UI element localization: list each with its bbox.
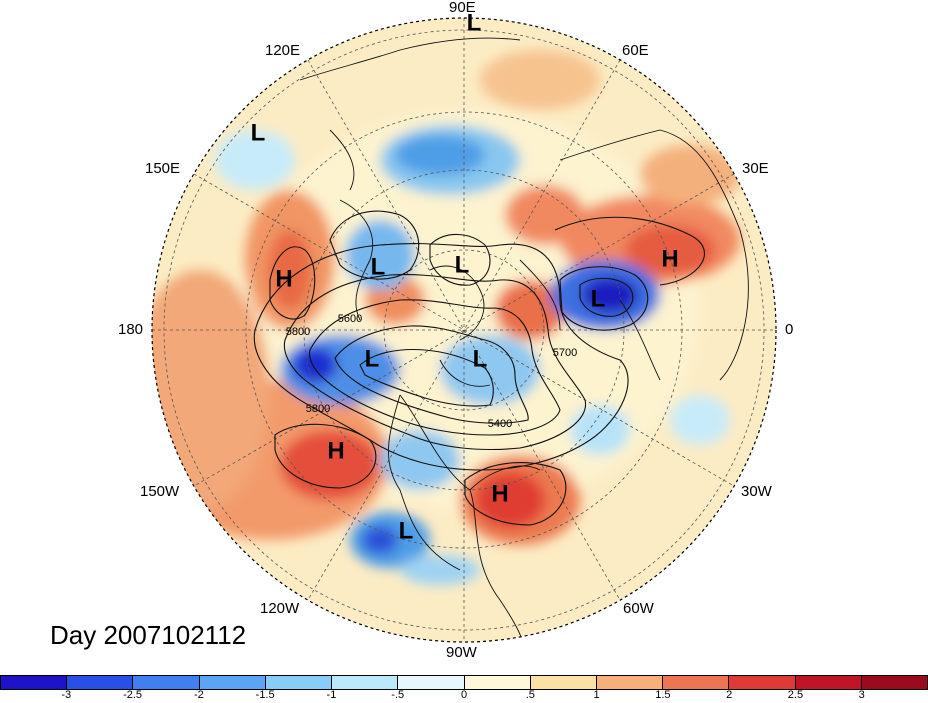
high-center: H xyxy=(491,480,508,507)
longitude-label: 150W xyxy=(140,483,180,500)
colorbar-tick-label: -2 xyxy=(193,689,204,701)
colorbar-segment xyxy=(794,676,861,689)
anomaly-field xyxy=(152,18,776,642)
colorbar-segment xyxy=(198,676,265,689)
low-center: L xyxy=(467,9,482,36)
contour-label: 5800 xyxy=(306,403,330,415)
high-center: H xyxy=(327,437,344,464)
colorbar-segment xyxy=(1,676,67,689)
colorbar-tick-label: 1 xyxy=(593,689,600,701)
low-center: L xyxy=(591,285,606,312)
low-center: L xyxy=(455,251,470,278)
longitude-label: 120W xyxy=(260,600,300,617)
colorbar-tick-label: 1.5 xyxy=(655,689,671,701)
low-center: L xyxy=(365,345,380,372)
longitude-label: 0 xyxy=(785,321,794,338)
colorbar-segment xyxy=(66,676,133,689)
longitude-label: 30W xyxy=(741,483,772,500)
longitude-label: 120E xyxy=(265,42,301,59)
longitude-label: 30E xyxy=(742,160,769,177)
colorbar-tick-label: 0 xyxy=(460,689,468,701)
contour-label: 5700 xyxy=(553,347,577,359)
colorbar-segment xyxy=(860,676,928,689)
colorbar-segment xyxy=(662,676,729,689)
colorbar-segment xyxy=(463,676,530,689)
longitude-label: 180 xyxy=(118,321,144,338)
low-center: L xyxy=(371,253,386,280)
colorbar-segment xyxy=(132,676,199,689)
high-center: H xyxy=(661,245,678,272)
colorbar-segment xyxy=(529,676,596,689)
longitude-label: 60W xyxy=(623,600,654,617)
longitude-label: 60E xyxy=(622,42,649,59)
colorbar-tick-label: 2.5 xyxy=(787,689,804,701)
colorbar-segment xyxy=(595,676,663,689)
map-title: Day 2007102112 xyxy=(50,620,247,650)
colorbar-tick-label: .5 xyxy=(525,689,535,701)
longitude-label: 150E xyxy=(145,160,181,177)
contour-label: 5400 xyxy=(488,418,512,430)
colorbar-segment xyxy=(264,676,332,689)
colorbar-tick-label: -1 xyxy=(326,689,337,701)
longitude-label: 90W xyxy=(446,644,477,661)
colorbar-segment xyxy=(397,676,464,689)
contour-label: 5600 xyxy=(338,313,362,325)
colorbar xyxy=(0,675,928,690)
contour-label: 5800 xyxy=(286,326,310,338)
low-center: L xyxy=(473,345,488,372)
colorbar-tick-label: -3 xyxy=(61,689,72,701)
high-center: H xyxy=(275,265,292,292)
colorbar-tick-label: -2.5 xyxy=(123,689,143,701)
longitude-label: 90E xyxy=(449,0,476,16)
colorbar-tick-label: -1.5 xyxy=(255,689,275,701)
colorbar-ticks: -3 -2.5 -2 -1.5 -1 -.5 0 .5 1 1.5 2 2.5 3 xyxy=(0,689,928,703)
colorbar-segment xyxy=(331,676,398,689)
low-center: L xyxy=(399,517,414,544)
low-center: L xyxy=(251,119,266,146)
high-center: H xyxy=(585,293,602,320)
colorbar-tick-label: 3 xyxy=(858,689,865,701)
colorbar-segment xyxy=(728,676,795,689)
colorbar-tick-label: -.5 xyxy=(391,689,405,701)
colorbar-tick-label: 2 xyxy=(726,689,733,701)
